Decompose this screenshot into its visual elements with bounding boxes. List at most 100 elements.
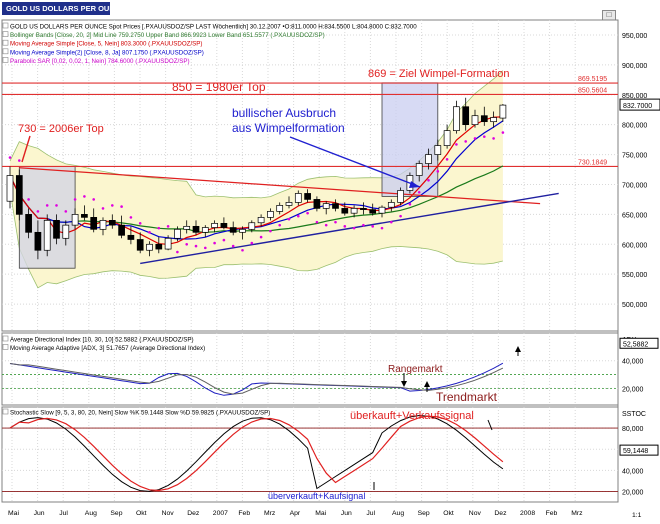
parabolic-sar-dot [166, 225, 170, 228]
candle-body [332, 203, 339, 209]
legend-checkbox [2, 57, 9, 63]
candle-body [108, 220, 116, 226]
x-tick-label: Sep [418, 510, 430, 517]
candle-body [99, 220, 107, 230]
bollinger-band-fill [10, 70, 503, 288]
parabolic-sar-dot [362, 223, 365, 227]
parabolic-sar-dot [194, 244, 198, 248]
reference-line-label: 730.1849 [578, 159, 607, 166]
annotation-breakout-line2: aus Wimpelformation [232, 121, 345, 135]
support-trend-line [140, 192, 559, 265]
y-tick-label: 900,000 [622, 63, 647, 70]
annotation-oversold: überverkauft+Kaufsignal [268, 491, 365, 501]
parabolic-sar-dot [45, 204, 49, 207]
parabolic-sar-dot [492, 137, 495, 140]
candle-body [192, 225, 200, 233]
annotation-trend-market: Trendmarkt [436, 390, 498, 404]
x-tick-label: Mrz [571, 510, 583, 517]
x-tick-label: Nov [162, 510, 175, 517]
legend-checkbox [2, 22, 9, 29]
legend-checkbox [2, 335, 9, 342]
candle-body [480, 115, 488, 123]
x-tick-label: Feb [238, 510, 250, 517]
x-tick-label: Aug [85, 510, 97, 517]
parabolic-sar-dot [455, 143, 458, 146]
stoch-last-value-box [619, 444, 659, 456]
y-tick-label: 40,000 [622, 468, 644, 475]
candle-body [53, 220, 60, 239]
parabolic-sar-dot [241, 248, 244, 252]
y-tick-label: 800,000 [622, 123, 647, 130]
parabolic-sar-dot [259, 235, 263, 239]
candle-body [71, 214, 79, 226]
candle-body [397, 190, 404, 203]
parabolic-sar-dot [83, 195, 86, 198]
info-line: Stochastic Slow [9, 5, 3, 80, 20, Nein] … [10, 410, 270, 417]
y-tick-label: 500,000 [622, 302, 647, 309]
annotation-arrow [487, 419, 493, 431]
x-tick-label: Okt [136, 510, 147, 517]
x-tick-label: Feb [546, 510, 558, 517]
annotation-arrow [289, 136, 421, 188]
y-tick-label: 550,000 [622, 272, 647, 279]
info-line: Moving Average Simple(2) [Close, 8, Ja] … [10, 49, 204, 56]
parabolic-sar-dot [417, 190, 421, 194]
x-tick-label: Mai [8, 510, 19, 517]
candle-body [164, 237, 172, 250]
candle-body [322, 203, 330, 209]
x-tick-label: Jul [59, 510, 68, 517]
parabolic-sar-dot [36, 210, 40, 213]
candle-body [211, 222, 218, 228]
candle-body [248, 222, 256, 230]
candle-body [267, 211, 274, 218]
candle-body [239, 228, 246, 233]
legend-checkbox [2, 39, 9, 46]
reference-line-label: 850.5604 [578, 87, 607, 94]
candle-body [183, 225, 191, 230]
candle-body [369, 209, 377, 214]
x-tick-label: Jun [34, 510, 45, 517]
bollinger-lower-line [9, 189, 503, 289]
stoch-d-line [9, 415, 504, 492]
parabolic-sar-dot [231, 244, 235, 248]
annotation-overbought: überkauft+Verkaufssignal [350, 410, 474, 422]
annotation-arrowhead [409, 181, 420, 188]
candle-body [425, 154, 432, 164]
candle-body [155, 243, 163, 250]
candle-body [118, 224, 125, 236]
x-tick-label: 2008 [520, 510, 535, 517]
parabolic-sar-dot [427, 178, 430, 182]
x-tick-label: Mrz [264, 510, 276, 517]
parabolic-sar-dot [315, 220, 319, 224]
candle-body [341, 208, 349, 214]
window-title: GOLD US DOLLARS PER OUNCE Spot Prices [2, 2, 110, 15]
annotation-arrowhead [401, 381, 407, 387]
candle-body [434, 145, 442, 155]
info-line: GOLD US DOLLARS PER OUNCE Spot Prices [.… [10, 24, 417, 31]
x-tick-label: Okt [443, 510, 454, 517]
legend-checkbox [2, 31, 9, 37]
parabolic-sar-dot [64, 210, 68, 213]
y-tick-label: 950,000 [622, 33, 647, 40]
parabolic-sar-dot [18, 159, 21, 162]
candle-body [471, 115, 479, 126]
parabolic-sar-dot [111, 204, 114, 207]
candle-body [174, 228, 181, 239]
x-tick-label: Aug [392, 510, 404, 517]
candle-body [25, 214, 32, 233]
candle-body [15, 175, 23, 215]
candle-body [387, 202, 395, 208]
stoch-last-value-label: 59,1448 [623, 448, 648, 455]
candle-body [62, 224, 70, 239]
parabolic-sar-dot [501, 131, 505, 134]
parabolic-sar-dot [213, 241, 216, 245]
parabolic-sar-dot [101, 207, 105, 210]
candle-body [229, 227, 237, 233]
info-line: Moving Average Adaptive [ADX, 3] 51.7657… [10, 345, 205, 352]
parabolic-sar-dot [176, 250, 179, 254]
legend-checkbox [2, 344, 9, 350]
stoch-k-line [9, 414, 504, 492]
x-tick-label: Dez [187, 510, 200, 517]
legend-checkbox [2, 48, 9, 55]
